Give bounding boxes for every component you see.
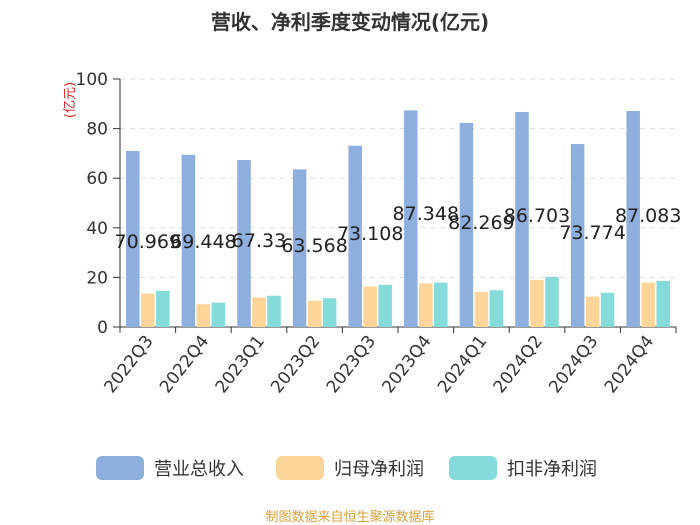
bar-2022Q4-2: [211, 302, 226, 327]
bar-2024Q3-0: [570, 144, 585, 327]
x-tick-label: 2022Q4: [156, 332, 213, 397]
legend-item: 归母净利润: [276, 451, 424, 485]
data-label: 87.083: [615, 205, 681, 227]
legend-item: 营业总收入: [96, 451, 244, 485]
data-labels: 70.96969.44867.3363.56873.10887.34882.26…: [115, 203, 682, 257]
data-label: 73.108: [337, 223, 403, 245]
data-label: 70.969: [115, 231, 181, 253]
data-label: 73.774: [559, 222, 625, 244]
chart-plot: 70.96969.44867.3363.56873.10887.34882.26…: [63, 70, 682, 397]
bar-2024Q3-2: [600, 292, 615, 327]
bar-2022Q4-0: [181, 154, 196, 327]
x-tick-label: 2023Q2: [267, 332, 324, 397]
y-axis-label: (亿元): [63, 82, 78, 118]
legend: 营业总收入 归母净利润 扣非净利润: [0, 451, 700, 485]
x-tick-label: 2022Q3: [100, 332, 157, 397]
bars: [126, 110, 670, 328]
y-tick-label: 20: [86, 268, 108, 288]
bar-2022Q3-1: [141, 293, 155, 327]
y-tick-label: 100: [76, 70, 108, 90]
bar-2024Q1-2: [489, 290, 504, 327]
legend-swatch: [276, 456, 324, 480]
bar-2024Q4-0: [626, 111, 640, 328]
legend-label: 营业总收入: [154, 459, 244, 480]
legend-swatch: [449, 456, 497, 480]
bar-2022Q3-2: [156, 290, 170, 327]
y-tick-label: 0: [97, 318, 108, 338]
x-tick-label: 2023Q1: [212, 332, 269, 397]
bar-2023Q1-0: [237, 160, 251, 327]
bar-2024Q1-0: [459, 122, 474, 328]
y-tick-label: 80: [86, 120, 108, 140]
bar-2024Q4-1: [641, 282, 655, 327]
bar-2023Q3-0: [348, 145, 362, 327]
data-label: 86.703: [504, 205, 570, 227]
y-tick-label: 60: [86, 169, 108, 189]
bar-2023Q1-1: [252, 297, 266, 327]
source-note: 制图数据来自恒生聚源数据库: [265, 510, 435, 525]
bar-2023Q4-0: [404, 110, 418, 328]
legend-swatch: [96, 456, 144, 480]
bar-2023Q2-1: [307, 300, 322, 327]
data-label: 87.348: [393, 203, 459, 225]
bar-2024Q1-1: [474, 292, 489, 327]
x-tick-label: 2023Q3: [323, 332, 380, 397]
bar-2022Q3-0: [126, 150, 140, 327]
bar-2024Q2-0: [515, 111, 529, 327]
bar-2024Q2-2: [545, 276, 559, 327]
bar-2022Q4-1: [196, 304, 211, 327]
bar-2023Q3-2: [378, 284, 392, 327]
bar-2023Q3-1: [363, 286, 377, 327]
x-tick-label: 2024Q4: [601, 332, 658, 397]
data-label: 63.568: [281, 235, 347, 257]
bar-2023Q2-2: [322, 298, 337, 327]
data-label: 82.269: [448, 212, 514, 234]
bar-2024Q4-2: [656, 280, 670, 327]
data-label: 69.448: [170, 231, 236, 253]
bar-2023Q4-2: [434, 282, 448, 327]
bar-2023Q1-2: [267, 295, 281, 327]
legend-item: 扣非净利润: [449, 451, 597, 485]
bar-2023Q4-1: [419, 283, 433, 327]
y-tick-label: 40: [86, 219, 108, 239]
chart-title: 营收、净利季度变动情况(亿元): [210, 10, 490, 34]
bar-2024Q2-1: [530, 279, 544, 327]
x-tick-label: 2024Q1: [434, 332, 491, 397]
legend-label: 归母净利润: [334, 459, 424, 480]
legend-label: 扣非净利润: [507, 459, 597, 480]
x-tick-label: 2024Q2: [490, 332, 547, 397]
x-tick-label: 2024Q3: [545, 332, 602, 397]
x-tick-label: 2023Q4: [378, 332, 435, 397]
data-label: 67.33: [232, 230, 286, 252]
bar-2024Q3-1: [585, 296, 600, 327]
bar-2023Q2-0: [292, 169, 307, 327]
